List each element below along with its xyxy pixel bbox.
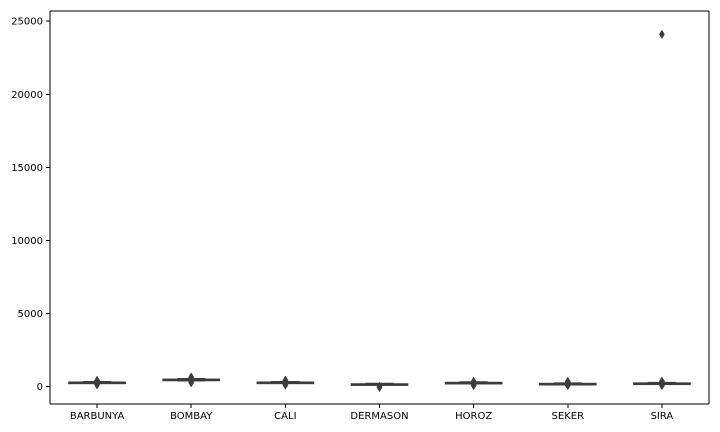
x-tick-label-horoz: HOROZ: [455, 411, 492, 422]
y-tick-label-25000: 25000: [11, 17, 43, 28]
y-tick-label-15000: 15000: [11, 163, 43, 174]
x-tick-label-seker: SEKER: [552, 411, 585, 422]
x-tick-label-dermason: DERMASON: [350, 411, 408, 422]
x-tick-label-sira: SIRA: [651, 411, 674, 422]
outlier-bombay-3: [188, 372, 195, 382]
box-bombay: [162, 372, 221, 388]
outlier-seker-3: [564, 376, 571, 387]
box-seker: [538, 376, 597, 391]
box-horoz: [444, 376, 503, 391]
x-tick-label-cali: CALI: [274, 411, 296, 422]
box-cali: [256, 375, 315, 390]
box-barbunya: [68, 375, 126, 390]
outlier-horoz-2: [470, 376, 477, 387]
box-sira: [633, 29, 691, 391]
y-tick-label-10000: 10000: [11, 236, 43, 247]
y-tick-label-20000: 20000: [11, 90, 43, 101]
y-tick-label-5000: 5000: [18, 309, 43, 320]
outlier-barbunya-3: [94, 375, 100, 386]
outlier-sira-4: [659, 29, 665, 40]
outlier-cali-3: [282, 375, 289, 385]
outlier-dermason-1: [376, 381, 383, 392]
x-tick-label-bombay: BOMBAY: [170, 411, 213, 422]
box-dermason: [350, 381, 409, 393]
y-tick-label-0: 0: [37, 382, 43, 393]
outlier-sira-3: [659, 376, 665, 386]
axes: 0 5000 10000 15000 20000 25000 BARBUNYA BOMBAY C…: [11, 10, 710, 422]
plot-marks: [68, 29, 691, 393]
x-tick-label-barbunya: BARBUNYA: [70, 411, 125, 422]
